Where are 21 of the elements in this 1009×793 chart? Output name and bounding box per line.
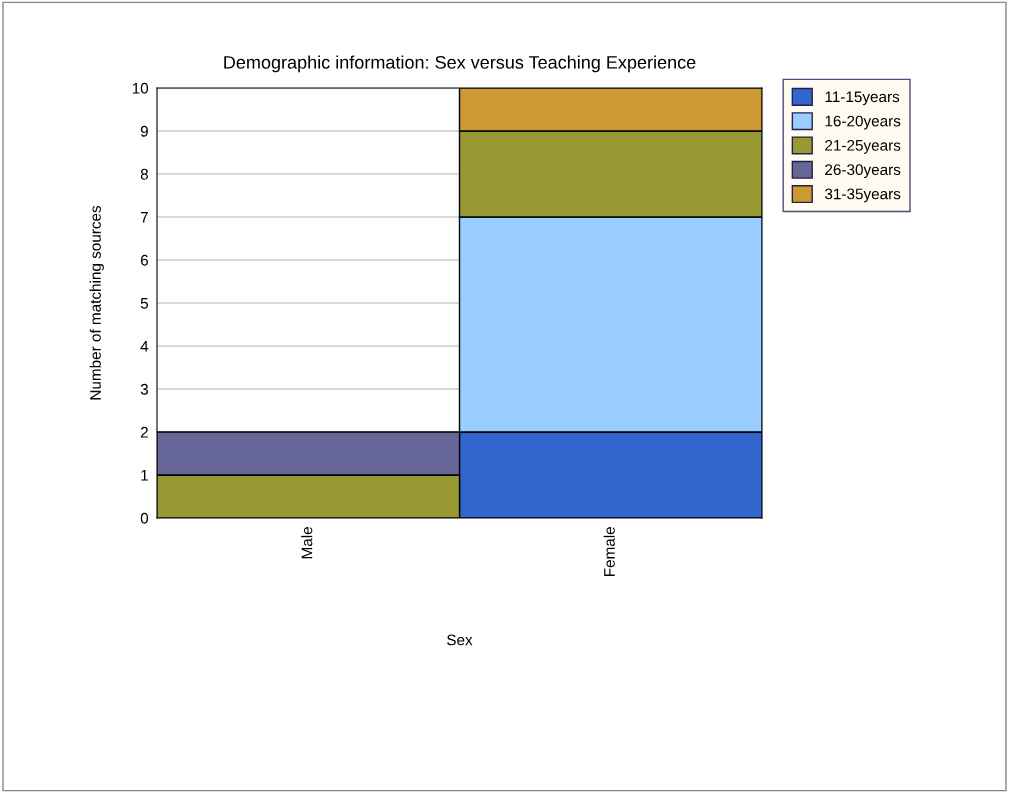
x-tick-label: Female xyxy=(603,527,615,577)
legend-label: 11-15years xyxy=(825,91,900,106)
chart-title: Demographic information: Sex versus Teaching Experience xyxy=(224,55,696,73)
y-tick-label: 7 xyxy=(140,212,148,223)
y-tick-label: 3 xyxy=(140,383,148,395)
y-tick-label: 6 xyxy=(140,254,148,266)
y-tick-label: 0 xyxy=(140,512,149,524)
legend-label: 16-20years xyxy=(825,115,901,130)
x-axis-title: Sex xyxy=(447,634,473,646)
y-tick-label: 1 xyxy=(141,470,148,481)
y-tick-label: 4 xyxy=(140,341,149,352)
legend-label: 31-35years xyxy=(825,188,901,203)
y-tick-label: 8 xyxy=(140,168,148,180)
y-tick-label: 10 xyxy=(132,82,149,94)
y-tick-label: 2 xyxy=(140,426,148,438)
y-tick-label: 9 xyxy=(140,125,148,137)
y-axis-title: Number of matching sources xyxy=(89,205,104,400)
y-tick-label: 5 xyxy=(140,298,149,309)
legend-label: 26-30years xyxy=(825,164,901,179)
x-tick-label: Male xyxy=(301,527,313,559)
legend-label: 21-25years xyxy=(825,139,901,154)
